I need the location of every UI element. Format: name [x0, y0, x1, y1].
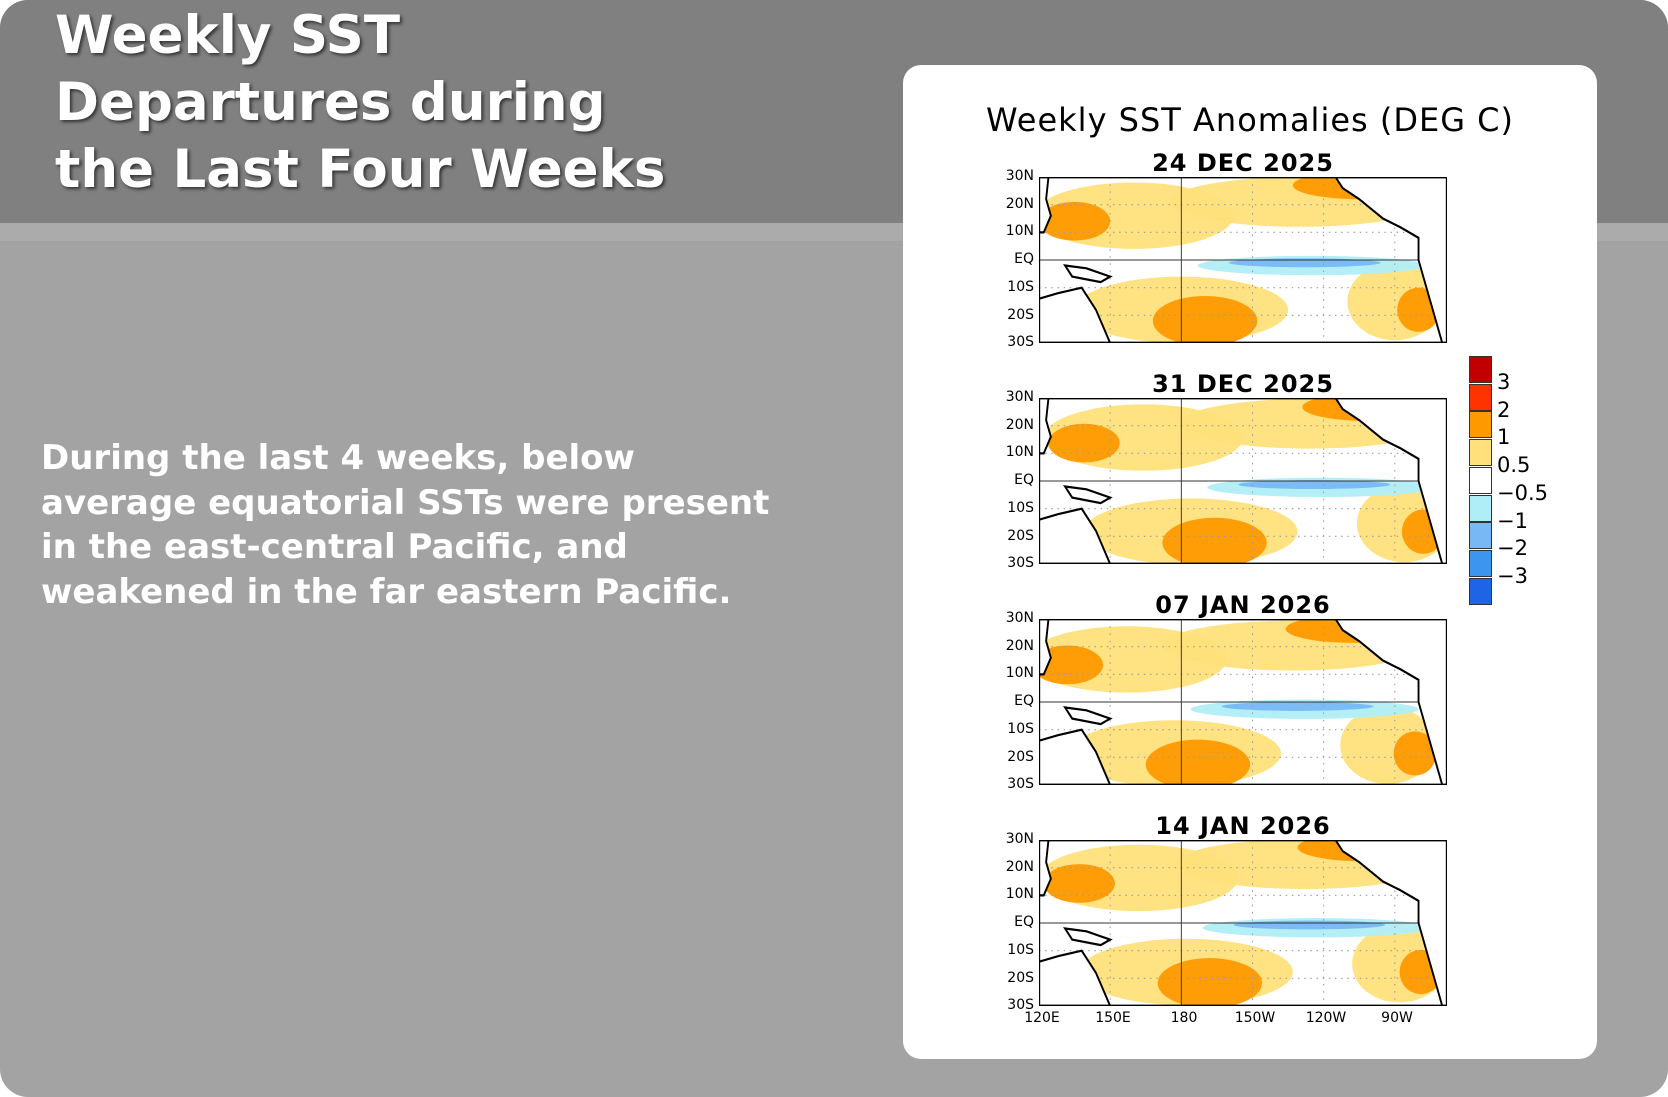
lat-label: 30N: [1005, 831, 1034, 847]
lat-label: 20N: [1005, 416, 1034, 433]
legend-label: −3: [1497, 563, 1528, 588]
sst-anomaly-map: [1039, 177, 1447, 343]
anomaly-region: [1048, 423, 1120, 463]
anomaly-region: [1228, 258, 1381, 268]
new-guinea-land: [1063, 927, 1113, 947]
legend-swatch: [1469, 522, 1492, 550]
australia-land: [1039, 949, 1112, 1006]
lat-label: 20N: [1005, 195, 1034, 212]
legend-label: −0.5: [1497, 480, 1548, 505]
panel-date: 14 JAN 2026: [1155, 812, 1331, 840]
asia-land: [1039, 619, 1052, 676]
anomaly-region: [1152, 295, 1258, 343]
anomaly-region: [1238, 480, 1391, 490]
new-guinea-land: [1063, 706, 1113, 726]
panel-date: 31 DEC 2025: [1152, 370, 1334, 398]
legend-label: 3: [1497, 370, 1511, 394]
new-guinea-land: [1063, 264, 1113, 284]
anomaly-region: [1393, 731, 1437, 776]
legend-swatch: [1469, 383, 1492, 411]
sst-anomaly-map: [1039, 619, 1447, 785]
lat-label: EQ: [1014, 914, 1034, 931]
australia-land: [1039, 728, 1112, 785]
legend-label: 1: [1497, 425, 1511, 450]
anomaly-region: [1162, 517, 1267, 564]
americas-land: [1334, 398, 1447, 564]
americas-land: [1334, 840, 1447, 1006]
anomaly-region: [1039, 645, 1104, 685]
figure-title: Weekly SST Anomalies (DEG C): [986, 101, 1514, 139]
legend-label: 2: [1497, 397, 1511, 422]
lon-label: 90W: [1381, 1010, 1413, 1026]
anomaly-region: [1157, 958, 1262, 1006]
lat-label: 30N: [1005, 610, 1034, 626]
anomaly-region: [1221, 702, 1374, 711]
lat-label: 10S: [1007, 499, 1034, 516]
lat-label: 20S: [1007, 306, 1034, 323]
lon-label: 180: [1170, 1010, 1198, 1026]
anomaly-region: [1145, 739, 1251, 785]
legend-swatch: [1469, 439, 1492, 467]
lon-label: 150E: [1095, 1010, 1131, 1026]
lon-label: 150W: [1234, 1010, 1276, 1026]
legend-swatch: [1469, 577, 1492, 605]
slide-title: Weekly SST Departures during the Last Fo…: [55, 5, 666, 200]
lon-label: 120W: [1305, 1010, 1347, 1026]
lat-label: 30N: [1005, 168, 1034, 184]
australia-land: [1039, 286, 1112, 343]
americas-land: [1334, 177, 1447, 343]
panel-date: 24 DEC 2025: [1152, 149, 1334, 177]
legend-swatch: [1469, 466, 1492, 494]
slide-body-text: During the last 4 weeks, below average e…: [41, 438, 770, 612]
lat-label: 20S: [1007, 969, 1034, 986]
lat-label: 30S: [1007, 997, 1034, 1014]
new-guinea-land: [1063, 485, 1113, 505]
lat-label: 20S: [1007, 527, 1034, 544]
legend-swatch: [1469, 411, 1492, 439]
lat-label: 10S: [1007, 720, 1034, 737]
lat-label: 20N: [1005, 637, 1034, 654]
legend-label: 0.5: [1497, 453, 1531, 478]
lat-label: 30S: [1007, 776, 1034, 793]
legend-swatch: [1469, 356, 1492, 383]
sst-anomaly-map: [1039, 398, 1447, 564]
lat-label: 30S: [1007, 555, 1034, 572]
lat-label: 20N: [1005, 858, 1034, 875]
lat-label: 10N: [1005, 665, 1034, 682]
lat-label: 30S: [1007, 334, 1034, 351]
legend-swatch: [1469, 549, 1492, 577]
lat-label: 30N: [1005, 389, 1034, 405]
lat-label: EQ: [1014, 472, 1034, 489]
lat-label: 20S: [1007, 748, 1034, 765]
legend-label: −2: [1497, 536, 1528, 561]
panel-date: 07 JAN 2026: [1155, 591, 1331, 619]
lat-label: 10N: [1005, 444, 1034, 461]
asia-land: [1039, 398, 1052, 455]
anomaly-region: [1039, 201, 1111, 241]
legend-swatch: [1469, 494, 1492, 522]
lat-label: 10N: [1005, 886, 1034, 903]
lat-label: EQ: [1014, 251, 1034, 268]
lat-label: 10S: [1007, 278, 1034, 295]
anomaly-region: [1043, 864, 1115, 903]
americas-land: [1334, 619, 1447, 785]
anomaly-region: [1233, 920, 1386, 930]
lon-label: 120E: [1024, 1010, 1060, 1026]
lat-label: EQ: [1014, 693, 1034, 710]
australia-land: [1039, 507, 1112, 564]
lat-label: 10S: [1007, 941, 1034, 958]
legend-label: −1: [1497, 508, 1528, 533]
lat-label: 10N: [1005, 223, 1034, 240]
sst-anomaly-map: [1039, 840, 1447, 1006]
asia-land: [1039, 177, 1052, 234]
asia-land: [1039, 840, 1052, 897]
